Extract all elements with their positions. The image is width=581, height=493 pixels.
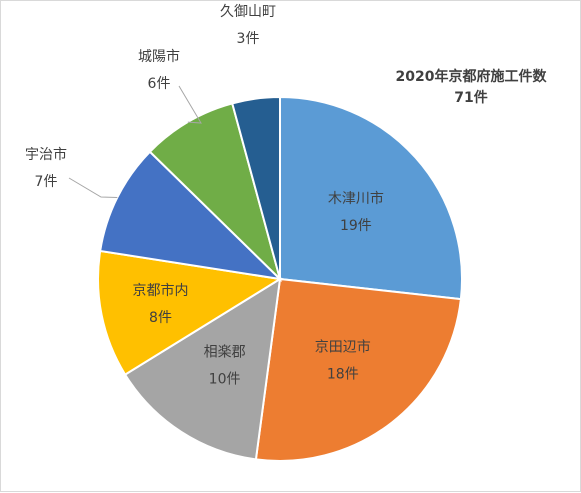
- pie-slice: [231, 95, 281, 280]
- slice-value-label: 6件: [148, 76, 171, 92]
- leader-lines: [68, 85, 202, 198]
- slice-value-label: 19件: [340, 218, 372, 234]
- slice-category-label: 木津川市: [328, 190, 384, 207]
- slice-category-label: 京都市内: [133, 282, 189, 299]
- slice-value-label: 10件: [209, 372, 241, 388]
- pie-slices: [97, 95, 463, 462]
- slice-category-label: 城陽市: [138, 48, 180, 65]
- slice-value-label: 7件: [35, 174, 58, 190]
- slice-category-label: 久御山町: [220, 4, 276, 20]
- pie-slice: [99, 150, 283, 281]
- leader-line: [68, 177, 118, 198]
- leader-line: [178, 85, 202, 124]
- slice-category-label: 京田辺市: [315, 338, 371, 355]
- slice-value-label: 8件: [149, 310, 172, 326]
- pie-slice: [97, 249, 283, 376]
- chart-subtitle: 71件: [454, 89, 487, 106]
- slice-value-label: 18件: [327, 366, 359, 382]
- slice-value-label: 3件: [237, 31, 260, 47]
- slice-category-label: 相楽郡: [204, 345, 246, 361]
- pie-slice: [123, 277, 282, 461]
- pie-slice: [254, 277, 462, 462]
- chart-title: 2020年京都府施工件数: [396, 68, 548, 85]
- pie-slice: [279, 95, 463, 301]
- slice-category-label: 宇治市: [25, 146, 67, 163]
